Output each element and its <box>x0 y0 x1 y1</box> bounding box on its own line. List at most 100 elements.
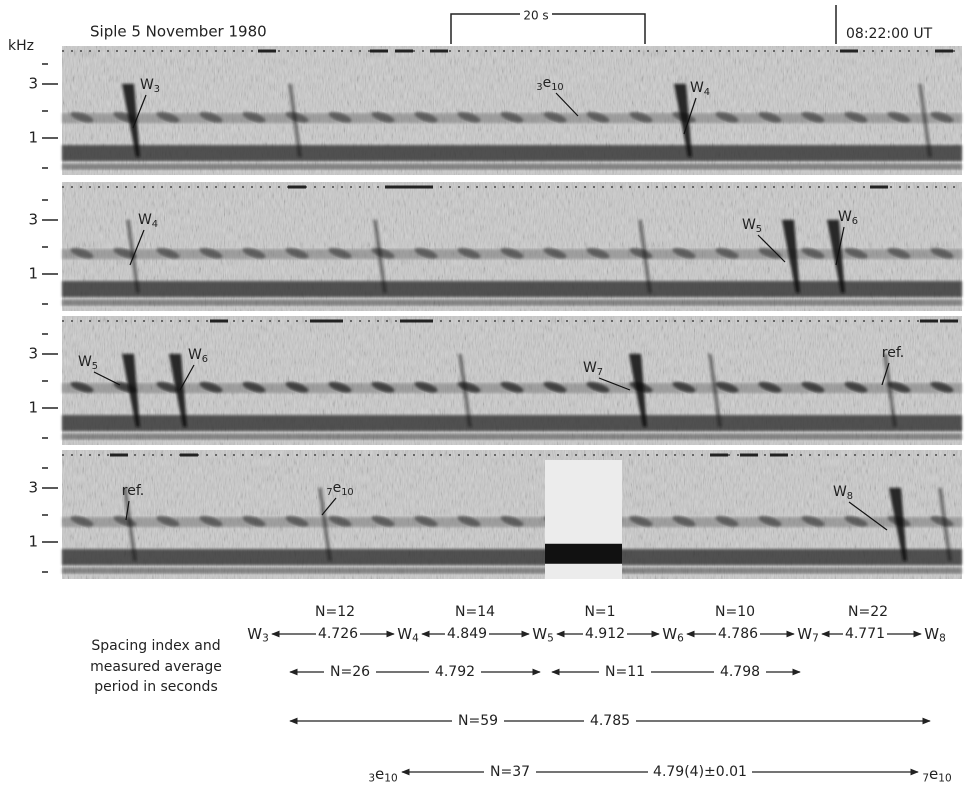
label-base: W <box>662 625 677 643</box>
noise-band-bottom <box>62 567 962 574</box>
y-tick-label: 1 <box>28 265 38 283</box>
emission <box>457 111 481 123</box>
group-period: 4.785 <box>590 713 630 729</box>
group-count: N=26 <box>330 664 370 680</box>
emission <box>156 111 180 123</box>
label-sub: 10 <box>938 773 951 785</box>
label-base: e <box>375 765 384 783</box>
emission <box>199 381 223 393</box>
emission <box>113 247 137 259</box>
emission <box>242 111 266 123</box>
marker-bar <box>430 49 448 53</box>
whistler <box>708 353 722 428</box>
whistler <box>123 487 137 562</box>
emission <box>500 247 524 259</box>
leader-line <box>598 377 631 391</box>
emission <box>758 247 782 259</box>
label: W3 <box>247 625 269 645</box>
emission <box>801 381 825 393</box>
label-sub: 10 <box>551 82 563 93</box>
emission <box>586 247 610 259</box>
caption-line: period in seconds <box>94 679 217 695</box>
emission <box>328 247 352 259</box>
label-base: W <box>188 347 202 363</box>
label: W4 <box>138 212 158 230</box>
emission <box>285 381 309 393</box>
marker-bar <box>395 49 413 53</box>
emission <box>156 515 180 527</box>
label-sub: 8 <box>939 633 946 645</box>
caption-line: measured average <box>90 659 222 675</box>
emission <box>758 111 782 123</box>
marker-bar <box>415 319 433 323</box>
spacing-count: N=12 <box>315 604 355 620</box>
noise-band-bottom <box>62 433 962 440</box>
whistler <box>122 353 140 428</box>
marker-bar <box>940 319 958 323</box>
label-base: e <box>543 75 552 91</box>
whistler <box>782 219 800 294</box>
marker-bar <box>310 319 328 323</box>
label: 7e10 <box>922 765 951 785</box>
leader-line <box>835 226 845 266</box>
marker-bar <box>935 49 953 53</box>
emission <box>414 381 438 393</box>
label-sub: 6 <box>677 633 684 645</box>
noise-band <box>62 415 962 432</box>
label-base: W <box>924 625 939 643</box>
emission <box>844 381 868 393</box>
emission <box>930 111 954 123</box>
y-tick-label: 3 <box>28 479 38 497</box>
marker-bar <box>400 319 418 323</box>
label-sub: 5 <box>756 224 762 235</box>
emission <box>70 111 94 123</box>
label-sub: 7 <box>597 367 603 378</box>
label: ref. <box>122 483 144 499</box>
emission <box>930 381 954 393</box>
y-tick-label: 1 <box>28 533 38 551</box>
caption-line: Spacing index and <box>91 638 220 654</box>
marker-bar <box>385 185 403 189</box>
label-sub: 3 <box>154 84 160 95</box>
whistler <box>827 219 845 294</box>
label-pre: 3 <box>536 82 542 93</box>
label-base: ref. <box>122 483 144 499</box>
spacing-count: N=10 <box>715 604 755 620</box>
scale-label: 20 s <box>523 9 548 23</box>
label-sub: 3 <box>262 633 269 645</box>
emission <box>285 247 309 259</box>
whistler <box>629 353 647 428</box>
label: 3e10 <box>368 765 397 785</box>
emission <box>715 111 739 123</box>
spacing-count: N=1 <box>584 604 615 620</box>
label: W3 <box>140 77 160 95</box>
label-sub: 4 <box>412 633 419 645</box>
leader-line <box>555 92 579 117</box>
spacing-period: 4.849 <box>447 626 487 642</box>
marker-bar <box>710 453 728 457</box>
y-tick-label: 1 <box>28 129 38 147</box>
emission <box>285 515 309 527</box>
leader-line <box>93 371 121 386</box>
y-tick-label: 3 <box>28 211 38 229</box>
emission <box>543 247 567 259</box>
marker-bar <box>740 453 758 457</box>
emission <box>672 247 696 259</box>
group-period: 4.79(4)±0.01 <box>653 764 747 780</box>
emission <box>801 111 825 123</box>
emission <box>844 111 868 123</box>
emission <box>328 381 352 393</box>
group-count: N=37 <box>490 764 530 780</box>
label: W5 <box>532 625 554 645</box>
label: W6 <box>662 625 684 645</box>
emission <box>371 111 395 123</box>
label: W6 <box>188 347 208 365</box>
spacing-diagram: Spacing index and measured average period … <box>90 604 952 785</box>
group-count: N=59 <box>458 713 498 729</box>
marker-bar <box>370 49 388 53</box>
marker-bar <box>840 49 858 53</box>
emission <box>586 111 610 123</box>
whistler <box>288 83 302 158</box>
emission <box>629 111 653 123</box>
